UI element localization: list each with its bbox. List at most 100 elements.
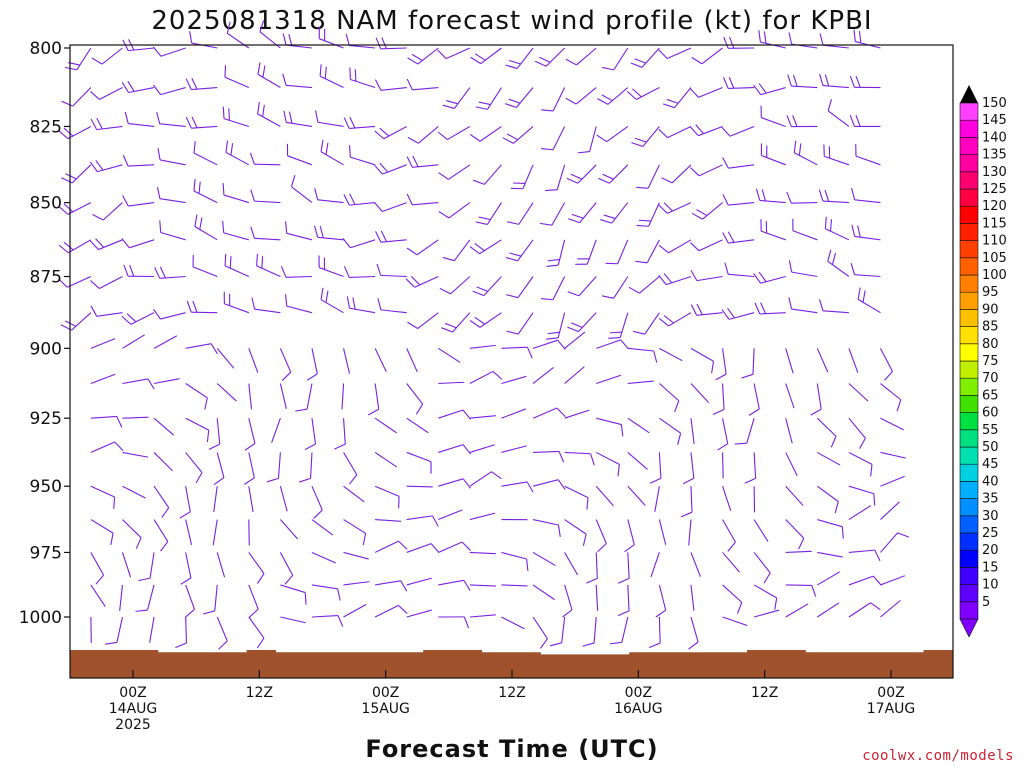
wind-barb bbox=[753, 584, 778, 610]
wind-barb bbox=[722, 194, 755, 206]
wind-barb bbox=[157, 148, 186, 166]
wind-barb bbox=[244, 418, 256, 451]
wind-barb bbox=[223, 291, 249, 314]
wind-barb bbox=[722, 486, 732, 512]
colorbar-segment bbox=[959, 343, 979, 362]
wind-barb bbox=[91, 47, 123, 65]
wind-barb bbox=[469, 471, 502, 487]
wind-barb bbox=[658, 312, 692, 327]
wind-barb bbox=[284, 294, 313, 314]
y-tick-label: 975 bbox=[30, 543, 62, 563]
wind-barb bbox=[880, 383, 902, 412]
wind-barb bbox=[469, 370, 503, 384]
wind-barb bbox=[827, 99, 850, 127]
wind-barb bbox=[741, 348, 755, 379]
wind-barb bbox=[532, 551, 556, 567]
wind-barb bbox=[374, 79, 407, 91]
wind-barb bbox=[682, 452, 695, 485]
colorbar-label: 70 bbox=[982, 371, 999, 386]
colorbar-label: 75 bbox=[982, 354, 999, 369]
wind-barb bbox=[374, 125, 407, 140]
wind-barb bbox=[313, 225, 344, 241]
wind-barb bbox=[690, 269, 723, 282]
colorbar-segment bbox=[959, 532, 979, 551]
colorbar-label: 140 bbox=[982, 130, 1007, 145]
wind-barb bbox=[575, 239, 597, 265]
y-tick-label: 900 bbox=[30, 339, 62, 359]
wind-barb bbox=[608, 312, 629, 339]
colorbar-segment bbox=[959, 498, 979, 517]
wind-barb bbox=[156, 112, 186, 128]
y-tick-label: 825 bbox=[30, 117, 62, 137]
wind-barb bbox=[60, 312, 92, 331]
credit-link[interactable]: coolwx.com/models bbox=[862, 748, 1014, 764]
wind-barb bbox=[507, 202, 534, 225]
wind-barb bbox=[817, 519, 844, 539]
colorbar-segment bbox=[959, 205, 979, 224]
wind-barb bbox=[250, 189, 281, 204]
colorbar-label: 110 bbox=[982, 234, 1007, 249]
wind-barb bbox=[475, 202, 502, 225]
wind-barb bbox=[257, 101, 281, 127]
wind-barb bbox=[582, 616, 597, 647]
wind-barb bbox=[122, 378, 155, 390]
wind-barb bbox=[792, 218, 818, 241]
wind-barb bbox=[438, 478, 471, 489]
wind-barb bbox=[90, 276, 123, 290]
wind-barb bbox=[405, 276, 439, 288]
x-tick-label: 16AUG bbox=[614, 701, 663, 717]
wind-barb bbox=[632, 312, 660, 335]
colorbar-label: 65 bbox=[982, 388, 999, 403]
wind-barb bbox=[318, 255, 344, 278]
wind-barb bbox=[722, 616, 748, 626]
wind-barb bbox=[295, 383, 313, 412]
wind-barb bbox=[283, 110, 313, 128]
wind-barb bbox=[501, 551, 529, 572]
wind-barb bbox=[406, 451, 432, 474]
wind-barb bbox=[185, 519, 193, 545]
wind-barb bbox=[222, 106, 249, 127]
wind-barb bbox=[284, 221, 313, 241]
wind-barb bbox=[596, 339, 629, 350]
wind-barb bbox=[194, 214, 218, 241]
wind-barb bbox=[216, 383, 237, 402]
wind-barb bbox=[135, 584, 155, 612]
wind-barb bbox=[817, 571, 841, 586]
wind-barb bbox=[690, 584, 695, 611]
wind-barb bbox=[717, 418, 729, 451]
wind-barb bbox=[649, 452, 662, 484]
colorbar-segment bbox=[959, 171, 979, 190]
wind-barb bbox=[279, 383, 287, 409]
wind-barb bbox=[688, 519, 692, 546]
wind-barb bbox=[540, 276, 566, 301]
colorbar-segment bbox=[959, 309, 979, 327]
colorbar-label: 145 bbox=[982, 113, 1007, 128]
wind-barb bbox=[90, 415, 123, 428]
colorbar-label: 55 bbox=[982, 423, 999, 438]
colorbar-label: 100 bbox=[982, 268, 1007, 283]
wind-barb bbox=[406, 239, 439, 256]
wind-barb bbox=[193, 141, 218, 166]
wind-barb bbox=[407, 312, 439, 329]
wind-barb bbox=[248, 348, 259, 373]
wind-barb bbox=[501, 616, 525, 630]
wind-barb bbox=[279, 552, 294, 585]
wind-barb bbox=[121, 238, 155, 249]
wind-barb bbox=[438, 444, 471, 455]
colorbar-segment bbox=[959, 274, 979, 293]
wind-barb bbox=[595, 584, 599, 611]
wind-barb bbox=[617, 552, 630, 584]
wind-barb bbox=[817, 602, 840, 618]
wind-barb bbox=[504, 87, 534, 109]
wind-barb bbox=[819, 33, 849, 49]
wind-barb bbox=[319, 64, 344, 89]
wind-barb bbox=[626, 87, 660, 100]
wind-barb bbox=[186, 300, 218, 314]
wind-barb bbox=[785, 519, 805, 550]
wind-barbs bbox=[58, 20, 910, 650]
wind-barb bbox=[506, 312, 534, 335]
wind-barb bbox=[376, 263, 407, 278]
wind-barb bbox=[374, 485, 400, 509]
wind-barb bbox=[407, 126, 439, 144]
wind-barb bbox=[349, 67, 376, 89]
